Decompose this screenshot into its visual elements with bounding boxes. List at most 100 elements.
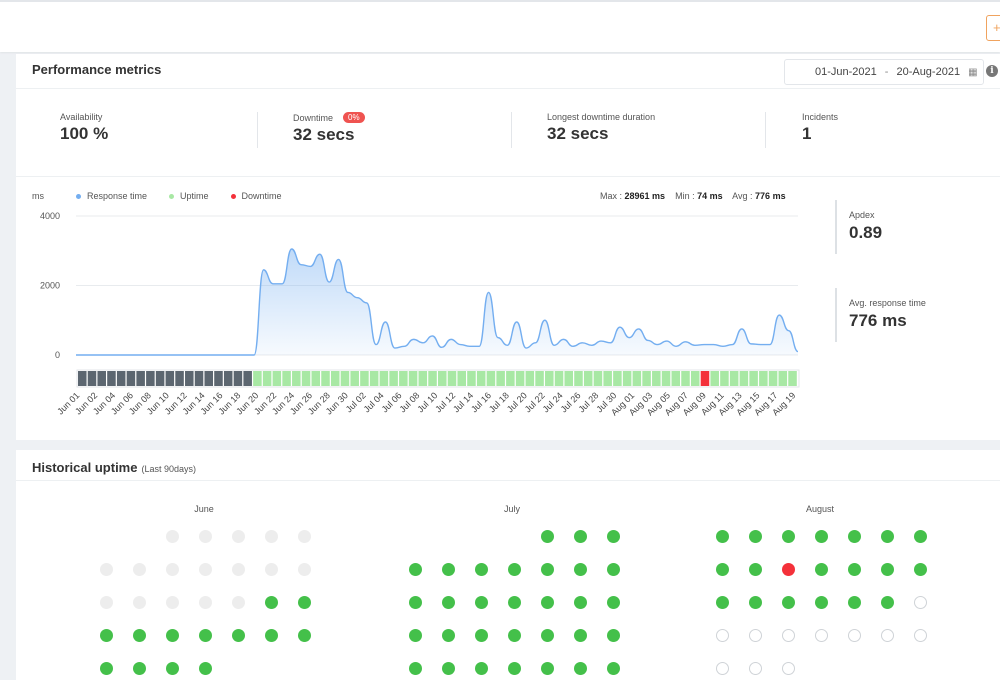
day-status-dot[interactable] xyxy=(508,563,521,576)
status-cell[interactable] xyxy=(661,371,671,386)
status-cell[interactable] xyxy=(720,371,729,386)
status-cell[interactable] xyxy=(768,371,778,386)
day-status-dot[interactable] xyxy=(541,530,554,543)
status-cell[interactable] xyxy=(613,371,622,386)
day-status-dot[interactable] xyxy=(298,530,311,543)
day-status-dot[interactable] xyxy=(815,563,828,576)
day-status-dot[interactable] xyxy=(166,662,179,675)
day-status-dot[interactable] xyxy=(166,596,179,609)
day-status-dot[interactable] xyxy=(265,629,278,642)
day-status-dot[interactable] xyxy=(574,629,587,642)
status-cell[interactable] xyxy=(652,371,661,386)
day-status-dot[interactable] xyxy=(881,596,894,609)
day-status-dot[interactable] xyxy=(574,662,587,675)
legend-response-time[interactable]: Response time xyxy=(76,191,147,201)
status-cell[interactable] xyxy=(262,371,272,386)
day-status-dot[interactable] xyxy=(232,530,245,543)
status-cell[interactable] xyxy=(311,371,321,386)
status-cell[interactable] xyxy=(408,371,418,386)
day-status-dot[interactable] xyxy=(232,629,245,642)
day-status-dot[interactable] xyxy=(100,563,113,576)
status-cell[interactable] xyxy=(447,371,457,386)
day-status-dot[interactable] xyxy=(100,596,113,609)
day-status-dot[interactable] xyxy=(298,629,311,642)
day-status-dot[interactable] xyxy=(133,662,146,675)
day-status-dot[interactable] xyxy=(716,629,729,642)
status-cell[interactable] xyxy=(292,371,301,386)
day-status-dot[interactable] xyxy=(541,662,554,675)
status-cell[interactable] xyxy=(175,371,184,386)
status-cell[interactable] xyxy=(671,371,681,386)
status-cell[interactable] xyxy=(467,371,476,386)
status-cell[interactable] xyxy=(282,371,291,386)
day-status-dot[interactable] xyxy=(749,596,762,609)
day-status-dot[interactable] xyxy=(914,563,927,576)
day-status-dot[interactable] xyxy=(607,530,620,543)
day-status-dot[interactable] xyxy=(298,596,311,609)
day-status-dot[interactable] xyxy=(749,563,762,576)
status-cell[interactable] xyxy=(360,371,369,386)
status-cell[interactable] xyxy=(496,371,505,386)
day-status-dot[interactable] xyxy=(166,629,179,642)
day-status-dot[interactable] xyxy=(607,596,620,609)
day-status-dot[interactable] xyxy=(607,563,620,576)
day-status-dot[interactable] xyxy=(133,563,146,576)
day-status-dot[interactable] xyxy=(914,629,927,642)
status-cell[interactable] xyxy=(603,371,612,386)
status-cell[interactable] xyxy=(438,371,447,386)
status-cell[interactable] xyxy=(583,371,593,386)
day-status-dot[interactable] xyxy=(881,530,894,543)
status-cell[interactable] xyxy=(476,371,486,386)
status-cell[interactable] xyxy=(78,371,87,386)
status-cell[interactable] xyxy=(136,371,145,386)
status-cell[interactable] xyxy=(107,371,116,386)
status-cell[interactable] xyxy=(97,371,106,386)
day-status-dot[interactable] xyxy=(133,629,146,642)
day-status-dot[interactable] xyxy=(607,629,620,642)
status-cell[interactable] xyxy=(272,371,282,386)
day-status-dot[interactable] xyxy=(881,629,894,642)
status-cell[interactable] xyxy=(690,371,700,386)
status-cell[interactable] xyxy=(418,371,428,386)
legend-downtime[interactable]: Downtime xyxy=(230,191,282,201)
status-cell[interactable] xyxy=(642,371,651,386)
status-cell[interactable] xyxy=(622,371,632,386)
status-cell[interactable] xyxy=(778,371,788,386)
day-status-dot[interactable] xyxy=(848,530,861,543)
status-cell[interactable] xyxy=(233,371,243,386)
day-status-dot[interactable] xyxy=(409,596,422,609)
status-cell[interactable] xyxy=(253,371,262,386)
status-cell[interactable] xyxy=(681,371,690,386)
add-button[interactable]: + xyxy=(986,15,1000,41)
day-status-dot[interactable] xyxy=(265,530,278,543)
day-status-dot[interactable] xyxy=(475,629,488,642)
day-status-dot[interactable] xyxy=(607,662,620,675)
day-status-dot[interactable] xyxy=(848,629,861,642)
day-status-dot[interactable] xyxy=(166,530,179,543)
status-cell[interactable] xyxy=(749,371,758,386)
status-cell[interactable] xyxy=(554,371,564,386)
status-cell[interactable] xyxy=(369,371,379,386)
day-status-dot[interactable] xyxy=(749,662,762,675)
status-cell[interactable] xyxy=(545,371,554,386)
legend-uptime[interactable]: Uptime xyxy=(169,191,209,201)
day-status-dot[interactable] xyxy=(541,563,554,576)
status-cell[interactable] xyxy=(146,371,155,386)
status-cell[interactable] xyxy=(155,371,165,386)
day-status-dot[interactable] xyxy=(265,596,278,609)
status-cell[interactable] xyxy=(515,371,525,386)
status-cell[interactable] xyxy=(87,371,97,386)
day-status-dot[interactable] xyxy=(442,563,455,576)
status-cell[interactable] xyxy=(759,371,768,386)
day-status-dot[interactable] xyxy=(199,563,212,576)
status-cell[interactable] xyxy=(330,371,340,386)
status-cell[interactable] xyxy=(126,371,136,386)
status-cell[interactable] xyxy=(116,371,126,386)
day-status-dot[interactable] xyxy=(815,596,828,609)
day-status-dot[interactable] xyxy=(716,563,729,576)
day-status-dot[interactable] xyxy=(409,629,422,642)
status-cell[interactable] xyxy=(506,371,515,386)
day-status-dot[interactable] xyxy=(541,596,554,609)
day-status-dot[interactable] xyxy=(409,563,422,576)
day-status-dot[interactable] xyxy=(166,563,179,576)
